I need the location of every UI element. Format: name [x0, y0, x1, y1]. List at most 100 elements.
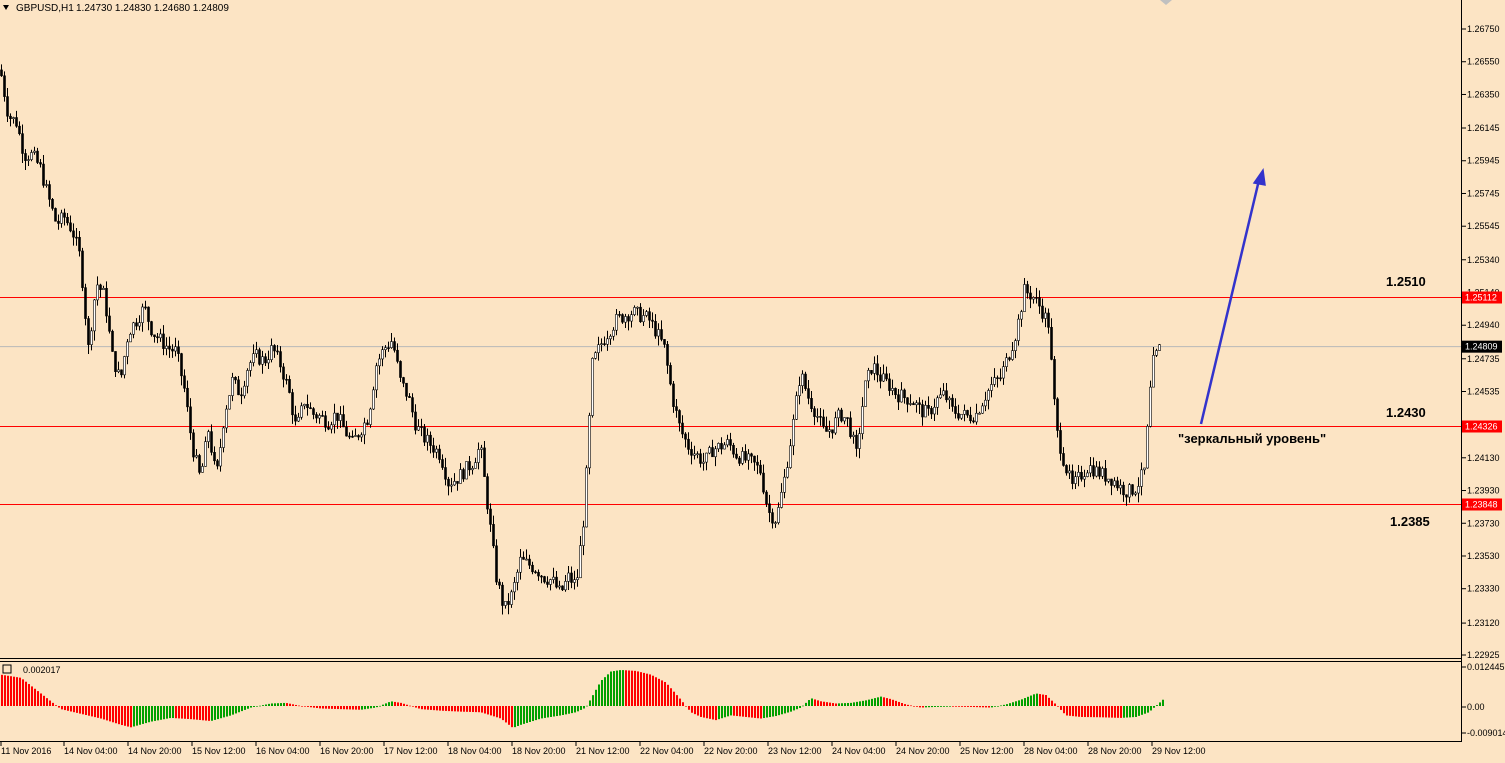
oscillator-bar	[187, 706, 189, 719]
candle-body	[618, 314, 621, 316]
candle-body	[75, 236, 78, 239]
candle-body	[177, 346, 180, 354]
candle-body	[36, 150, 39, 163]
oscillator-bar	[82, 706, 84, 715]
candle-body	[867, 370, 870, 382]
candle-body	[510, 591, 513, 605]
candle-body	[936, 397, 939, 408]
candle-body	[693, 453, 696, 456]
oscillator-bar	[316, 706, 318, 709]
candle-body	[720, 443, 723, 450]
oscillator-bar	[931, 706, 933, 708]
candle-body	[339, 414, 342, 421]
oscillator-bar	[685, 706, 687, 707]
candle-body	[621, 314, 624, 323]
oscillator-bar	[1126, 706, 1128, 718]
oscillator-bar	[427, 706, 429, 710]
candle-body	[735, 453, 738, 459]
candle-body	[114, 351, 117, 372]
oscillator-bar	[1051, 700, 1053, 706]
oscillator-bar	[1087, 706, 1089, 718]
candle-body	[675, 406, 678, 411]
candle-body	[1020, 311, 1023, 320]
triangle-down-icon[interactable]	[3, 5, 9, 10]
candle-body	[1098, 466, 1101, 477]
oscillator-bar	[760, 706, 762, 719]
price-tick-label: 1.26550	[1467, 57, 1500, 67]
oscillator-bar	[1015, 701, 1017, 706]
candle-body	[207, 431, 210, 442]
oscillator-bar	[526, 706, 528, 723]
candle-body	[969, 414, 972, 422]
candle-body	[255, 349, 258, 354]
oscillator-bar	[400, 702, 402, 706]
oscillator-bar	[892, 699, 894, 706]
oscillator-bar	[613, 671, 615, 706]
oscillator-bar	[955, 706, 957, 707]
candle-body	[543, 576, 546, 583]
oscillator-bar	[718, 706, 720, 720]
up-arrow-annotation	[1199, 167, 1266, 425]
oscillator-bar	[1021, 699, 1023, 706]
oscillator-bar	[790, 706, 792, 712]
candle-body	[126, 341, 129, 357]
oscillator-bar	[670, 688, 672, 706]
candle-body	[471, 468, 474, 471]
oscillator-bar	[610, 671, 612, 706]
candle-body	[453, 481, 456, 486]
oscillator-bar	[31, 686, 33, 706]
oscillator-bar	[652, 675, 654, 706]
oscillator-bar	[808, 700, 810, 706]
candle-body	[795, 395, 798, 420]
candle-body	[792, 419, 795, 447]
oscillator-bar	[658, 678, 660, 706]
oscillator-bar	[598, 684, 600, 706]
candle-body	[654, 321, 657, 337]
candle-body	[993, 377, 996, 385]
candle-body	[552, 576, 555, 580]
oscillator-bar	[190, 706, 192, 720]
time-tick-label: 28 Nov 04:00	[1024, 746, 1078, 756]
oscillator-bar	[268, 703, 270, 706]
candle-body	[195, 455, 198, 458]
oscillator-bar	[46, 698, 48, 706]
oscillator-bar	[322, 706, 324, 709]
oscillator-bar	[781, 706, 783, 715]
level-label-mid: 1.2430	[1386, 405, 1426, 420]
candle-body	[597, 344, 600, 354]
oscillator-bar	[556, 706, 558, 717]
candle-body	[699, 453, 702, 464]
candle-body	[357, 435, 360, 438]
candle-body	[888, 378, 891, 391]
oscillator-bar	[1027, 696, 1029, 706]
candle-body	[747, 453, 750, 461]
oscillator-bar	[1033, 694, 1035, 706]
oscillator-bar	[835, 703, 837, 706]
candle-body	[585, 467, 588, 528]
candle-body	[1047, 312, 1050, 328]
oscillator-bar	[739, 706, 741, 717]
oscillator-bar	[184, 706, 186, 719]
candle-body	[777, 507, 780, 523]
candle-body	[924, 404, 927, 418]
candle-body	[1011, 350, 1014, 360]
candle-body	[321, 415, 324, 417]
candle-body	[657, 329, 660, 337]
oscillator-bar	[601, 679, 603, 706]
candle-body	[1113, 480, 1116, 486]
candle-body	[750, 453, 753, 457]
oscillator-bar	[10, 676, 12, 706]
candle-body	[555, 576, 558, 588]
oscillator-bar	[736, 706, 738, 717]
indicator-icon	[2, 664, 12, 674]
candle-body	[261, 356, 264, 365]
candle-body	[831, 429, 834, 434]
candle-body	[960, 413, 963, 419]
oscillator-bar	[565, 706, 567, 715]
candle-body	[1023, 284, 1026, 312]
indicator-value-label: 0.002017	[23, 665, 61, 675]
time-tick-label: 24 Nov 20:00	[896, 746, 950, 756]
candle-body	[78, 237, 81, 252]
